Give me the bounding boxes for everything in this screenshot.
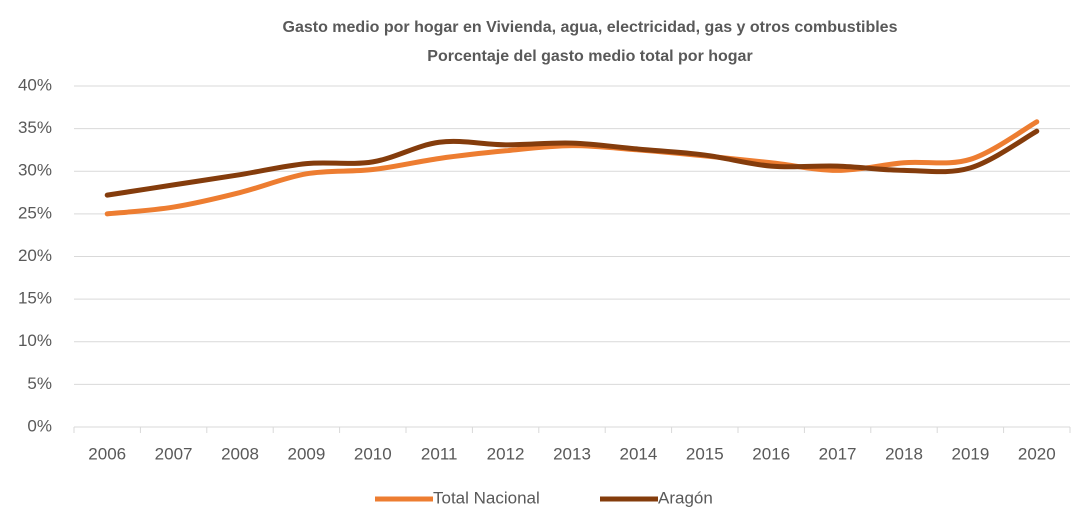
y-tick-label: 25% [18, 203, 52, 222]
y-tick-label: 10% [18, 331, 52, 350]
x-tick-label: 2018 [885, 444, 923, 463]
y-tick-label: 5% [27, 374, 52, 393]
x-tick-label: 2010 [354, 444, 392, 463]
x-tick-label: 2009 [287, 444, 325, 463]
x-tick-label: 2013 [553, 444, 591, 463]
chart-title: Gasto medio por hogar en Vivienda, agua,… [283, 19, 898, 36]
x-tick-label: 2011 [421, 444, 458, 463]
legend-label: Aragón [658, 488, 713, 507]
x-tick-label: 2017 [819, 444, 857, 463]
legend-label: Total Nacional [433, 488, 540, 507]
x-tick-label: 2015 [686, 444, 724, 463]
x-tick-label: 2006 [88, 444, 126, 463]
y-tick-label: 40% [18, 75, 52, 94]
series-line [104, 128, 1040, 198]
x-tick-label: 2014 [619, 444, 657, 463]
y-tick-label: 35% [18, 118, 52, 137]
x-tick-label: 2008 [221, 444, 259, 463]
x-tick-label: 2007 [155, 444, 193, 463]
y-tick-label: 30% [18, 161, 52, 180]
chart-subtitle: Porcentaje del gasto medio total por hog… [427, 48, 752, 65]
series-line [104, 119, 1040, 217]
y-tick-label: 20% [18, 246, 52, 265]
x-tick-label: 2020 [1018, 444, 1056, 463]
y-tick-label: 15% [18, 289, 52, 308]
y-tick-label: 0% [27, 416, 52, 435]
x-tick-label: 2019 [951, 444, 989, 463]
x-tick-label: 2016 [752, 444, 790, 463]
x-tick-label: 2012 [487, 444, 525, 463]
